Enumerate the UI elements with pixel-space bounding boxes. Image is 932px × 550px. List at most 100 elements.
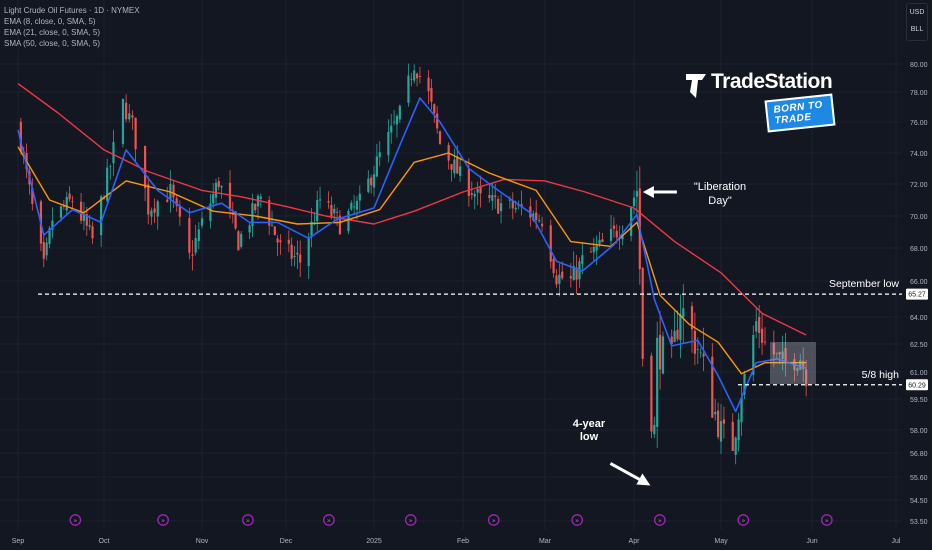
x-tick-label: May: [714, 538, 728, 545]
symbol-title[interactable]: Light Crude Oil Futures · 1D · NYMEX: [4, 6, 140, 15]
candle-body: [561, 271, 564, 279]
candle-body: [270, 224, 274, 226]
candle-body: [653, 424, 656, 435]
candle-body: [194, 238, 197, 253]
event-marker-icon: »: [737, 514, 750, 526]
candle-body: [598, 239, 601, 245]
candle-body: [609, 229, 613, 241]
unit-selector[interactable]: USD BLL: [906, 3, 928, 41]
candle-body: [296, 252, 299, 255]
consolidation-box: [770, 342, 816, 384]
candle-body: [775, 352, 778, 354]
candle-body: [450, 164, 453, 170]
candle-body: [572, 266, 575, 281]
candle-body: [106, 167, 109, 201]
candle-body: [581, 255, 584, 264]
time-axis[interactable]: Sep Oct Nov Dec 2025 Feb Mar Apr May Jun Jul: [12, 538, 901, 545]
candle-body: [740, 397, 743, 423]
legend-ema21[interactable]: EMA (21, close, 0, SMA, 5): [4, 28, 101, 37]
candle-body: [279, 240, 282, 243]
candle-body: [330, 205, 333, 216]
candle-body: [112, 142, 115, 164]
candle-body: [772, 342, 775, 355]
candle-body: [508, 199, 511, 201]
candle-body: [251, 203, 254, 227]
candle-body: [125, 102, 128, 120]
annotation-arrow: [609, 462, 643, 482]
event-marker-icon: »: [571, 514, 584, 526]
event-marker-icon: »: [404, 514, 417, 526]
candle-body: [256, 196, 260, 207]
candle-body: [535, 212, 538, 220]
y-tick-label: 78.00: [910, 90, 928, 97]
candle-body: [254, 203, 257, 211]
candle-body: [398, 105, 401, 120]
candle-body: [82, 214, 86, 221]
candle-body: [796, 368, 799, 371]
svg-text:»: »: [741, 517, 745, 525]
unit-label: BLL: [910, 26, 924, 33]
candle-body: [752, 334, 755, 375]
candle-body: [595, 245, 598, 251]
candle-body: [781, 351, 784, 360]
ema8-line: [17, 97, 807, 413]
price-axis[interactable]: 80.00 78.00 76.00 74.00 72.00 70.00 68.00 66.00…: [902, 0, 932, 550]
moving-averages: [17, 83, 807, 413]
y-tick-label: 76.00: [910, 120, 928, 127]
candle-body: [290, 244, 293, 259]
candle-body: [615, 230, 618, 238]
x-tick-label: Jul: [892, 538, 901, 545]
candle-body: [755, 321, 758, 332]
y-tick-label: 61.00: [910, 370, 928, 377]
candle-body: [175, 198, 178, 206]
legend-sma50[interactable]: SMA (50, close, 0, SMA, 5): [4, 39, 101, 48]
candle-body: [802, 361, 805, 369]
candle-body: [682, 308, 685, 318]
chart-legend: Light Crude Oil Futures · 1D · NYMEX EMA…: [4, 5, 140, 49]
candle-body: [88, 225, 91, 227]
candle-body: [121, 98, 125, 144]
candle-body: [273, 226, 276, 236]
candle-body: [555, 275, 558, 285]
candle-body: [19, 121, 22, 152]
candle-body: [327, 201, 330, 203]
candle-body: [293, 255, 296, 257]
candle-body: [676, 329, 679, 340]
event-marker-icon: »: [820, 514, 833, 526]
candle-body: [430, 87, 433, 102]
y-tick-label: 80.00: [910, 62, 928, 69]
price-label-box: [906, 288, 928, 300]
candle-body: [549, 225, 552, 262]
candle-body: [799, 360, 802, 370]
x-tick-label: Feb: [457, 538, 469, 545]
candle-body: [778, 352, 781, 355]
candle-body: [488, 195, 491, 199]
candle-body: [737, 419, 740, 441]
candle-body: [287, 239, 290, 244]
candle-body: [217, 181, 220, 187]
candle-body: [276, 238, 279, 243]
candle-body: [511, 200, 514, 209]
x-tick-label: Sep: [12, 538, 25, 545]
candle-body: [575, 267, 578, 280]
annotation-arrowhead: [642, 186, 654, 198]
price-axis-bg: [902, 0, 932, 550]
candle-body: [558, 274, 561, 284]
candle-body: [153, 208, 156, 213]
svg-text:»: »: [161, 517, 165, 525]
candle-body: [538, 220, 541, 222]
x-tick-label: Apr: [629, 538, 641, 545]
candle-body: [731, 421, 734, 451]
y-tick-label: 56.80: [910, 451, 928, 458]
candle-body: [200, 218, 204, 226]
candle-body: [370, 177, 373, 186]
legend-ema8[interactable]: EMA (8, close, 0, SMA, 5): [4, 17, 96, 26]
candle-body: [410, 78, 413, 80]
candle-body: [696, 349, 699, 350]
candle-body: [699, 352, 702, 354]
candle-body: [491, 195, 494, 201]
candle-body: [592, 246, 595, 253]
candle-body: [51, 220, 54, 230]
candle-body: [659, 334, 662, 370]
